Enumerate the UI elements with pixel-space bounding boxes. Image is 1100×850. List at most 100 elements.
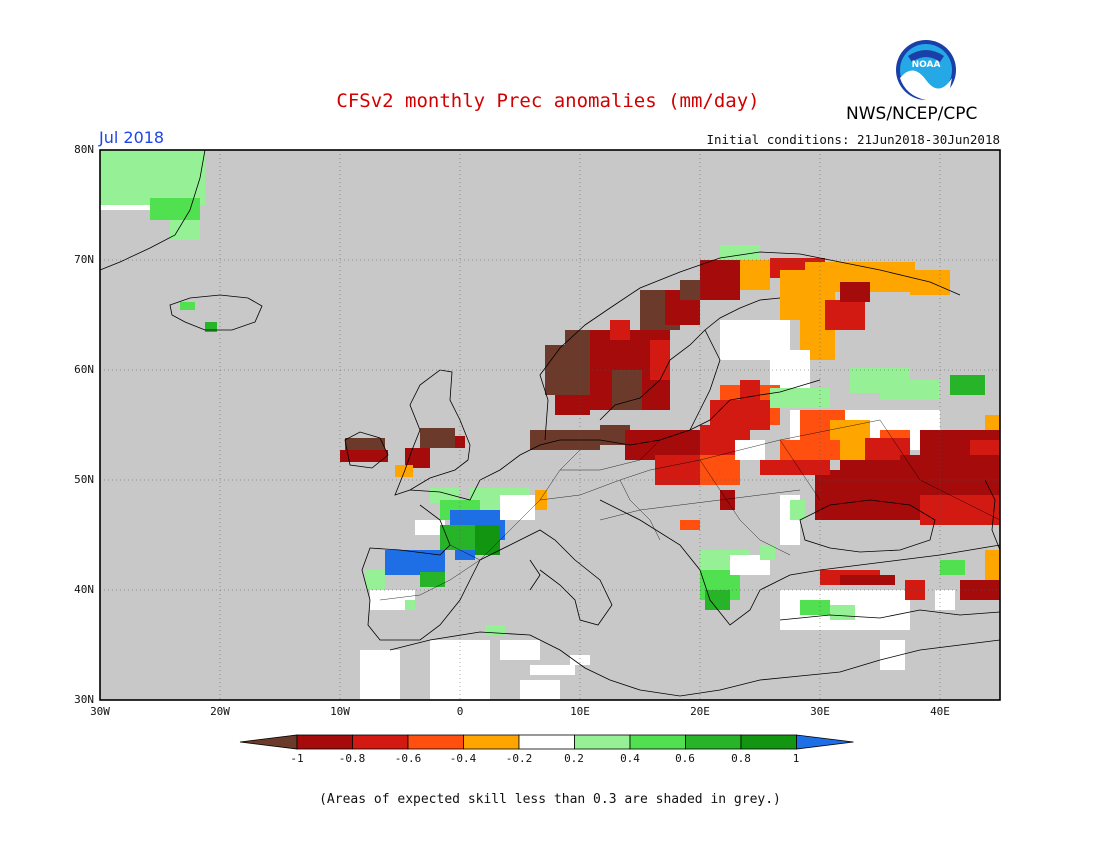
anomaly-cell (985, 415, 1000, 430)
colorbar-tick-label: -0.6 (394, 752, 422, 765)
skill-footnote: (Areas of expected skill less than 0.3 a… (319, 792, 781, 807)
colorbar-extend-low (239, 734, 298, 750)
colorbar-tick-label: -0.4 (449, 752, 477, 765)
coastlines (99, 149, 1001, 697)
initial-conditions: Initial conditions: 21Jun2018-30Jun2018 (706, 132, 1001, 147)
anomaly-cell (440, 525, 475, 550)
lat-label: 80N (74, 143, 94, 156)
lon-label: 40E (930, 705, 950, 718)
colorbar-tick-label: -1 (290, 752, 304, 765)
colorbar-segment (463, 734, 520, 750)
colorbar-segment (407, 734, 464, 750)
anomaly-cell (700, 260, 740, 300)
anomaly-cell (735, 440, 765, 460)
anomaly-cell (405, 600, 415, 610)
anomaly-cell (760, 460, 830, 475)
anomaly-cell (705, 590, 730, 610)
anomaly-cell (780, 440, 840, 460)
anomaly-cell (170, 220, 200, 240)
colorbar-segment (629, 734, 686, 750)
forecast-month: Jul 2018 (99, 128, 165, 147)
colorbar-segment (352, 734, 409, 750)
lat-label: 50N (74, 473, 94, 486)
anomaly-cell (910, 270, 950, 295)
anomaly-cell (900, 455, 1000, 495)
anomaly-cell (840, 575, 895, 585)
colorbar-tick-label: 0.8 (731, 752, 751, 765)
anomaly-cell (340, 450, 388, 462)
anomaly-cell (680, 280, 700, 300)
anomaly-cell (360, 650, 400, 700)
colorbar-segment (740, 734, 797, 750)
anomaly-cell (100, 150, 205, 205)
anomaly-cell (790, 500, 805, 520)
lat-label: 30N (74, 693, 94, 706)
anomaly-cell (940, 560, 965, 575)
anomaly-cell (840, 282, 870, 302)
anomaly-cell (520, 680, 560, 700)
anomaly-cell (830, 605, 855, 620)
anomaly-cell (500, 640, 540, 660)
anomaly-cell (880, 380, 940, 400)
anomaly-cell (800, 600, 830, 615)
anomaly-cell (530, 665, 575, 675)
colorbar-tick-label: -0.8 (338, 752, 366, 765)
anomaly-cell (545, 345, 590, 395)
lon-label: 30E (810, 705, 830, 718)
anomaly-cell (612, 370, 642, 410)
lat-label: 70N (74, 253, 94, 266)
colorbar-segment (685, 734, 742, 750)
anomaly-cell (385, 550, 445, 575)
colorbar-tick-label: -0.2 (505, 752, 533, 765)
anomaly-cell (950, 375, 985, 395)
anomaly-cell (740, 380, 760, 400)
anomaly-cell (650, 340, 670, 380)
anomaly-cell (395, 465, 413, 477)
anomaly-cell (565, 330, 590, 350)
chart-title: CFSv2 monthly Prec anomalies (mm/day) (336, 90, 760, 112)
anomaly-cell (935, 590, 955, 610)
anomaly-cell (760, 545, 775, 560)
anomaly-cell (920, 495, 1000, 525)
anomaly-cell (600, 425, 630, 445)
colorbar (239, 734, 854, 750)
colorbar-segment (518, 734, 575, 750)
anomaly-cell (205, 322, 217, 332)
colorbar-tick-label: 1 (792, 752, 800, 765)
anomaly-cell (700, 455, 740, 485)
colorbar-tick-label: 0.6 (675, 752, 695, 765)
lon-label: 20E (690, 705, 710, 718)
anomaly-cell (770, 388, 830, 408)
anomaly-cell (825, 300, 865, 330)
anomaly-cell (365, 570, 385, 590)
lat-label: 60N (74, 363, 94, 376)
anomaly-cell (720, 490, 735, 510)
colorbar-tick-label: 0.2 (564, 752, 584, 765)
anomaly-cell (985, 550, 1000, 580)
anomaly-cell (180, 302, 195, 310)
logo-text: NOAA (912, 60, 941, 70)
anomaly-cells (100, 150, 1000, 700)
colorbar-tick-label: 0.4 (620, 752, 640, 765)
lon-label: 0 (456, 705, 464, 718)
colorbar-extend-high (796, 734, 854, 750)
anomaly-cell (100, 205, 155, 210)
noaa-logo (896, 40, 956, 101)
anomaly-cell (415, 520, 445, 535)
org-label: NWS/NCEP/CPC (846, 104, 978, 124)
anomaly-cell (610, 320, 630, 340)
anomaly-cell (680, 520, 700, 530)
lon-label: 20W (210, 705, 230, 718)
anomaly-cell (570, 655, 590, 665)
anomaly-cell (500, 495, 535, 520)
anomaly-cell (420, 572, 445, 587)
anomaly-cell (370, 590, 415, 610)
colorbar-segment (574, 734, 631, 750)
map-panel (99, 149, 1001, 701)
lon-label: 10E (570, 705, 590, 718)
lon-label: 10W (330, 705, 350, 718)
anomaly-cell (485, 625, 505, 635)
map-frame (99, 149, 1001, 701)
anomaly-cell (740, 260, 770, 290)
